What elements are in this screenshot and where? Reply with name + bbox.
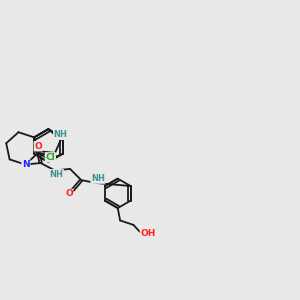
Text: OH: OH xyxy=(140,229,156,238)
Text: NH: NH xyxy=(54,130,68,139)
Text: O: O xyxy=(65,189,73,198)
Text: NH: NH xyxy=(91,174,105,183)
Text: Cl: Cl xyxy=(46,153,55,162)
Text: O: O xyxy=(34,142,42,151)
Text: NH: NH xyxy=(49,170,63,179)
Text: N: N xyxy=(22,160,30,169)
